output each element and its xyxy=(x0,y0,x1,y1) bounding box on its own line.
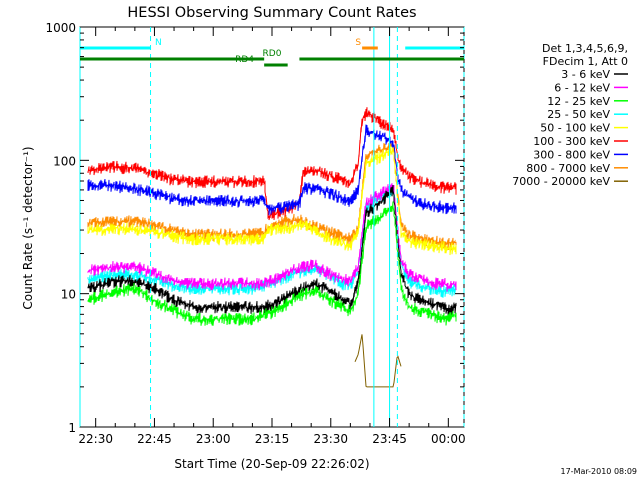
y-tick-label: 1000 xyxy=(45,21,76,35)
y-tick-label: 1 xyxy=(68,421,76,435)
series-line-300-800-kev xyxy=(87,124,457,216)
series-line-6-12-kev xyxy=(87,183,457,292)
legend: Det 1,3,4,5,6,9,FDecim 1, Att 03 - 6 keV… xyxy=(512,42,628,188)
legend-entry-label: 6 - 12 keV xyxy=(554,81,610,94)
x-tick-label: 22:45 xyxy=(137,432,172,446)
annotation-layer: N S RD0 RD4 xyxy=(79,27,465,427)
axes-layer: 22:30 22:45 23:00 23:15 23:30 23:45 00:00 1 10 10… xyxy=(45,21,465,446)
legend-entry-label: 300 - 800 keV xyxy=(533,148,610,161)
band-label-n: N xyxy=(155,38,162,48)
legend-entry-label: 100 - 300 keV xyxy=(533,135,610,148)
legend-entry-label: 50 - 100 keV xyxy=(540,122,610,135)
x-tick-label: 23:00 xyxy=(196,432,231,446)
legend-entry-label: 12 - 25 keV xyxy=(547,95,610,108)
band-label-s: S xyxy=(355,38,361,48)
x-tick-label: 23:15 xyxy=(255,432,290,446)
series-layer xyxy=(87,107,457,388)
series-line-12-25-kev xyxy=(87,201,457,326)
band-label-rd0: RD0 xyxy=(263,49,282,59)
legend-entry-label: 7000 - 20000 keV xyxy=(512,175,610,188)
y-tick-label: 100 xyxy=(53,154,76,168)
legend-header: FDecim 1, Att 0 xyxy=(543,55,628,68)
footer-timestamp: 17-Mar-2010 08:09 xyxy=(561,467,638,476)
y-axis-label: Count Rate (s⁻¹ detector⁻¹) xyxy=(21,146,35,309)
y-tick-label: 10 xyxy=(61,288,76,302)
band-label-rd4: RD4 xyxy=(235,55,254,65)
legend-entry-label: 800 - 7000 keV xyxy=(526,162,610,175)
x-tick-label: 23:45 xyxy=(372,432,407,446)
x-tick-label: 23:30 xyxy=(313,432,348,446)
x-axis-label: Start Time (20-Sep-09 22:26:02) xyxy=(174,457,369,471)
x-tick-label: 00:00 xyxy=(431,432,466,446)
series-line-50-100-kev xyxy=(87,144,457,256)
chart-title: HESSI Observing Summary Count Rates xyxy=(127,5,416,21)
x-tick-label: 22:30 xyxy=(78,432,113,446)
legend-entry-label: 3 - 6 keV xyxy=(561,68,610,81)
series-line-7000-20000-kev xyxy=(354,334,402,388)
legend-entry-label: 25 - 50 keV xyxy=(547,108,610,121)
legend-header: Det 1,3,4,5,6,9, xyxy=(542,42,628,55)
